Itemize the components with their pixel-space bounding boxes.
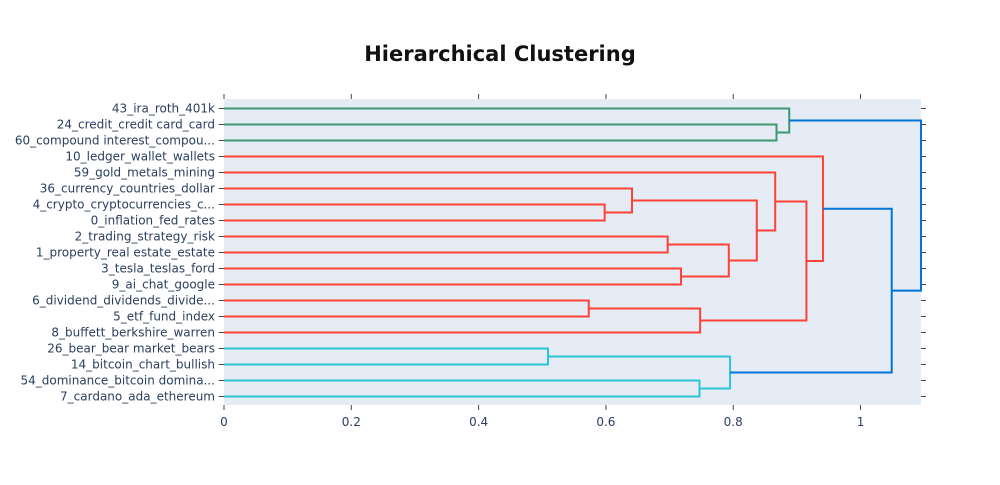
leaf-label: 8_buffett_berkshire_warren: [51, 326, 215, 340]
chart-title: Hierarchical Clustering: [364, 42, 636, 66]
dendrogram-link: [547, 355, 732, 390]
dendrogram-link: [632, 199, 758, 262]
dendrogram-link: [224, 107, 791, 134]
leaf-label: 54_dominance_bitcoin domina...: [20, 374, 215, 388]
leaf-label: 4_crypto_cryptocurrencies_c...: [33, 198, 215, 212]
x-tick-label: 0.8: [724, 415, 743, 429]
x-tick-label: 1: [857, 415, 865, 429]
x-axis: 0 0.2 0.4 0.6 0.8 1: [220, 94, 864, 429]
leaf-label: 36_currency_countries_dollar: [40, 182, 215, 196]
dendrogram-link: [224, 307, 702, 334]
leaf-label: 43_ira_roth_401k: [112, 102, 215, 116]
leaf-label: 1_property_real estate_estate: [36, 246, 215, 260]
dendrogram-link: [789, 119, 922, 292]
leaf-label: 5_etf_fund_index: [113, 310, 215, 324]
leaf-label: 9_ai_chat_google: [112, 278, 215, 292]
x-tick-label: 0: [220, 415, 228, 429]
leaf-label: 24_credit_credit card_card: [57, 118, 215, 132]
x-tick-label: 0.6: [596, 415, 615, 429]
leaf-label: 10_ledger_wallet_wallets: [65, 150, 215, 164]
dendrogram-link: [224, 267, 683, 286]
leaf-label: 59_gold_metals_mining: [74, 166, 215, 180]
dendrogram-link: [224, 155, 824, 262]
y-axis: 43_ira_roth_401k 24_credit_credit card_ca…: [15, 102, 926, 404]
leaf-label: 6_dividend_dividends_divide...: [32, 294, 215, 308]
x-tick-label: 0.2: [342, 415, 361, 429]
leaf-label: 60_compound interest_compou...: [15, 134, 215, 148]
dendrogram-link: [667, 243, 730, 278]
x-tick-label: 0.4: [469, 415, 488, 429]
leaf-label: 2_trading_strategy_risk: [75, 230, 215, 244]
dendrogram-link: [224, 235, 669, 254]
leaf-label: 26_bear_bear market_bears: [47, 342, 215, 356]
dendrogram-links: [224, 107, 922, 398]
leaf-label: 7_cardano_ada_ethereum: [60, 390, 215, 404]
leaf-label: 0_inflation_fed_rates: [91, 214, 215, 228]
leaf-label: 14_bitcoin_chart_bullish: [71, 358, 215, 372]
leaf-label: 3_tesla_teslas_ford: [101, 262, 215, 276]
